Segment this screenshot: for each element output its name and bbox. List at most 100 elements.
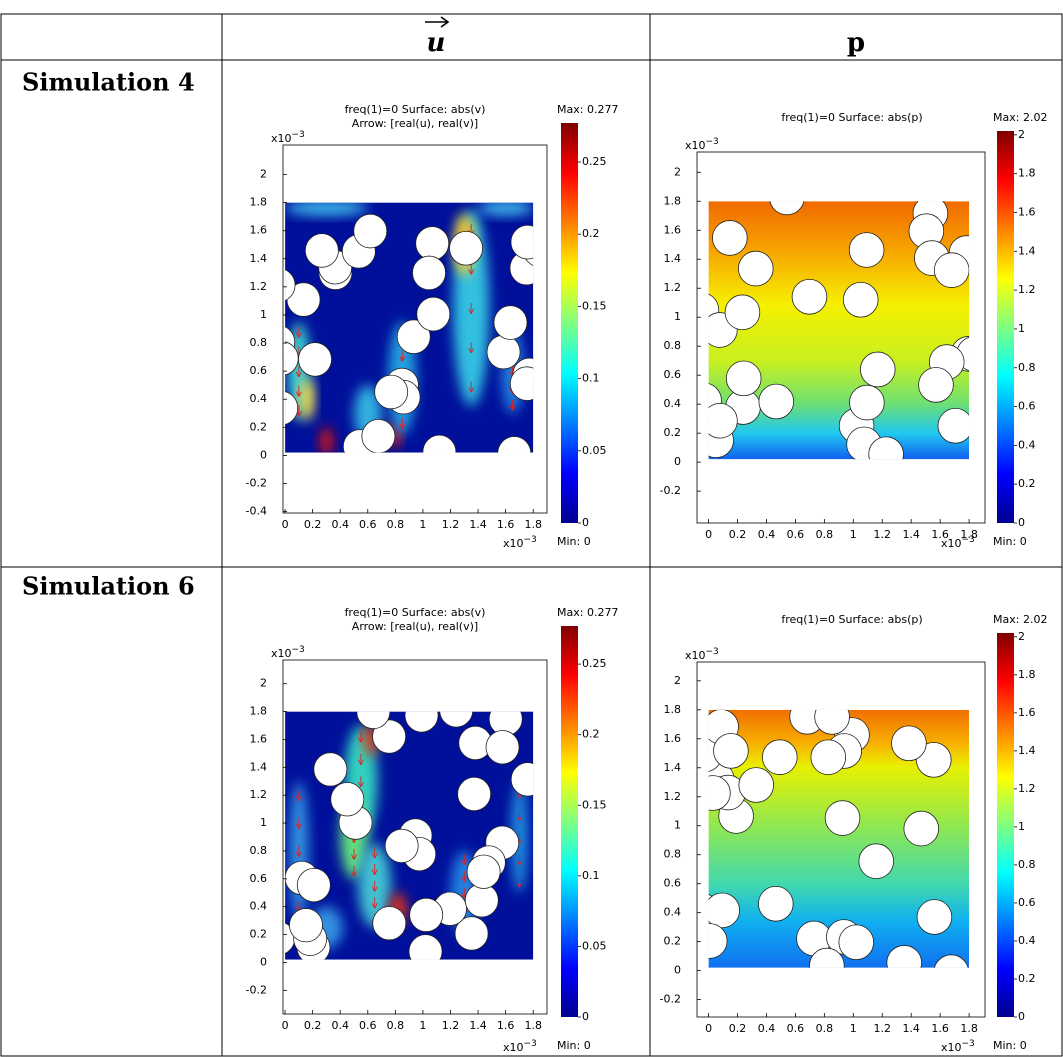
axis-scale: x10−3 xyxy=(503,535,537,551)
colorbar-tick-label: 0 xyxy=(1018,516,1025,529)
obstacle xyxy=(439,711,474,728)
colorbar-tick-label: 1.2 xyxy=(1018,782,1036,795)
x-tick-label: 0.8 xyxy=(816,528,834,541)
scale-base: x10 xyxy=(685,649,706,662)
colorbar-tick-label: 0 xyxy=(582,1010,589,1023)
scale-base: x10 xyxy=(503,1041,524,1054)
obstacle xyxy=(937,408,970,444)
y-tick-label: 1.8 xyxy=(664,194,682,207)
y-tick-label: 1.4 xyxy=(664,761,682,774)
x-tick-label: 1.6 xyxy=(931,528,949,541)
colorbar-min: Min: 0 xyxy=(557,1039,591,1052)
x-tick-label: 1.4 xyxy=(469,518,487,531)
colorbar-min: Min: 0 xyxy=(993,535,1027,548)
table-grid xyxy=(0,13,1063,1057)
obstacle xyxy=(791,279,828,315)
colorbar-tick-label: 0.6 xyxy=(1018,896,1036,909)
y-tick-label: 0 xyxy=(260,448,267,461)
x-tick-label: 1.8 xyxy=(960,1022,978,1035)
colorbar-tick-label: 1.2 xyxy=(1018,283,1036,296)
colorbar xyxy=(561,123,578,523)
domain xyxy=(708,201,970,460)
obstacle xyxy=(510,762,534,797)
y-tick-label: 0.8 xyxy=(664,339,682,352)
colorbar-tick-label: 0.6 xyxy=(1018,400,1036,413)
obstacle xyxy=(356,711,391,729)
obstacle xyxy=(769,201,805,216)
obstacle xyxy=(859,351,896,388)
y-tick-label: 1.8 xyxy=(250,705,268,718)
domain xyxy=(708,709,970,968)
flow-streak xyxy=(319,427,334,453)
colorbar-tick-label: 1.8 xyxy=(1018,668,1036,681)
y-tick-label: 0.2 xyxy=(664,935,682,948)
obstacle xyxy=(724,294,761,331)
obstacle xyxy=(708,402,738,439)
colorbar-tick-label: 0.1 xyxy=(582,372,600,385)
plot: freq(1)=0 Surface: abs(v)Arrow: [real(u)… xyxy=(246,606,619,1054)
axis-scale: x10−3 xyxy=(271,130,305,146)
x-tick-label: 1.6 xyxy=(497,1019,515,1032)
obstacle xyxy=(313,752,348,787)
y-tick-label: 1.4 xyxy=(250,760,268,773)
obstacle xyxy=(842,281,879,318)
obstacle xyxy=(372,719,407,754)
obstacle xyxy=(712,220,748,256)
x-tick-label: 0 xyxy=(705,528,712,541)
x-tick-label: 1.8 xyxy=(524,518,542,531)
y-tick-label: 2 xyxy=(674,674,681,687)
obstacle xyxy=(758,886,794,922)
scale-exponent: −3 xyxy=(706,647,719,657)
domain xyxy=(285,711,534,960)
obstacle xyxy=(285,269,296,302)
y-tick-label: -0.2 xyxy=(660,993,681,1006)
obstacle xyxy=(510,224,534,260)
y-tick-label: 1.6 xyxy=(250,224,268,237)
y-tick-label: 1 xyxy=(260,308,267,321)
x-tick-label: 0.4 xyxy=(758,1022,776,1035)
y-tick-label: 2 xyxy=(674,165,681,178)
y-tick-label: -0.2 xyxy=(246,983,267,996)
obstacle xyxy=(824,800,861,836)
axis-scale: x10−3 xyxy=(271,645,305,661)
obstacle xyxy=(809,947,845,968)
domain xyxy=(285,202,534,453)
x-tick-label: 1.4 xyxy=(902,1022,920,1035)
colorbar-tick-label: 0 xyxy=(582,516,589,529)
scale-base: x10 xyxy=(941,1041,962,1054)
y-tick-label: 2 xyxy=(260,677,267,690)
colorbar-tick-label: 1.4 xyxy=(1018,744,1036,757)
x-tick-label: 0 xyxy=(282,1019,289,1032)
row-label: Simulation 4 xyxy=(22,68,195,97)
plot-title: freq(1)=0 Surface: abs(v) xyxy=(345,103,486,116)
obstacle xyxy=(886,945,922,968)
x-tick-label: 1.4 xyxy=(469,1019,487,1032)
y-tick-label: 0.8 xyxy=(250,844,268,857)
obstacle xyxy=(486,334,521,370)
colorbar-tick-label: 1.8 xyxy=(1018,167,1036,180)
obstacle xyxy=(891,725,927,762)
vector-arrow xyxy=(425,16,450,28)
colorbar-tick-label: 2 xyxy=(1018,630,1025,643)
colorbar-tick-label: 2 xyxy=(1018,128,1025,141)
obstacle xyxy=(738,767,775,803)
obstacle xyxy=(762,739,798,775)
colorbar-tick-label: 1 xyxy=(1018,820,1025,833)
obstacle xyxy=(298,342,332,377)
column-header: u xyxy=(427,28,446,58)
x-tick-label: 1.6 xyxy=(931,1022,949,1035)
y-tick-label: 1.2 xyxy=(664,281,682,294)
plot-title: freq(1)=0 Surface: abs(p) xyxy=(781,613,922,626)
obstacle xyxy=(404,711,439,733)
colorbar-tick-label: 0.25 xyxy=(582,657,607,670)
obstacle xyxy=(422,434,457,453)
x-tick-label: 1.6 xyxy=(497,518,515,531)
x-tick-label: 1.2 xyxy=(873,1022,891,1035)
x-tick-label: 0.4 xyxy=(331,518,349,531)
scale-base: x10 xyxy=(685,139,706,152)
obstacle xyxy=(916,742,952,778)
y-tick-label: 0 xyxy=(674,964,681,977)
x-tick-label: 1.2 xyxy=(442,1019,460,1032)
obstacle xyxy=(708,892,740,929)
scale-exponent: −3 xyxy=(524,1039,537,1049)
